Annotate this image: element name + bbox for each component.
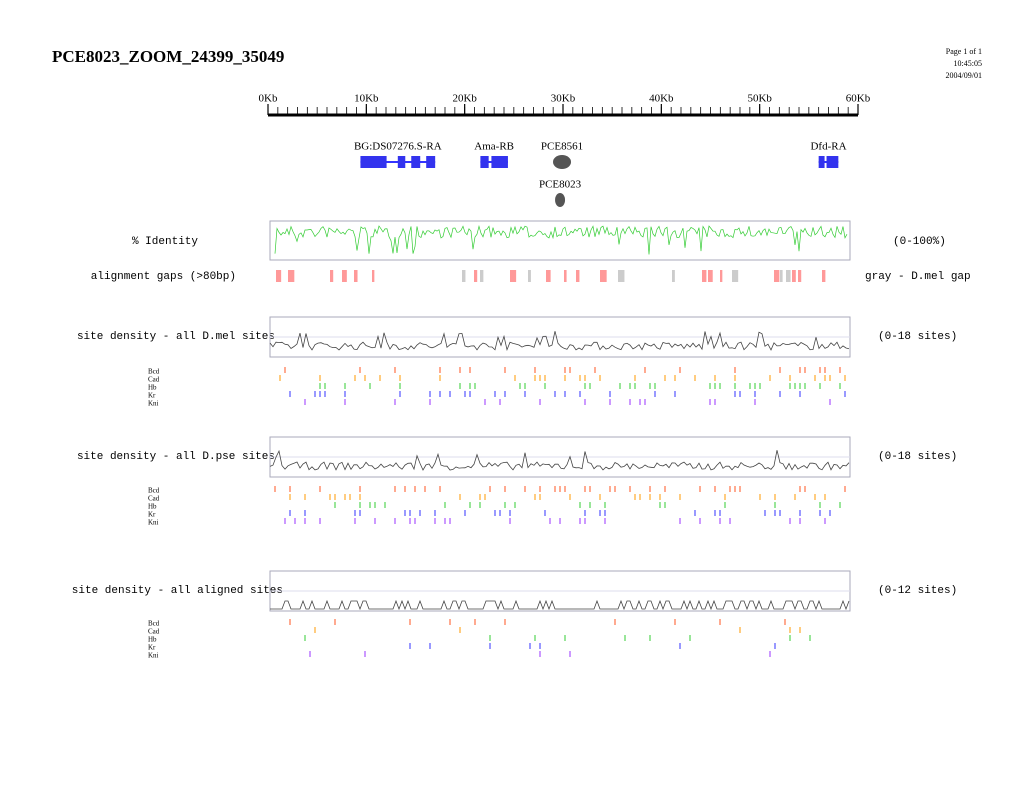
- density-trace: [269, 331, 850, 352]
- exon: [426, 156, 436, 168]
- factor-label: Kni: [148, 652, 159, 660]
- gene-label: Dfd-RA: [810, 141, 846, 153]
- gap: [822, 270, 826, 282]
- gap: [600, 270, 607, 282]
- gap: [786, 270, 791, 282]
- gap: [546, 270, 551, 282]
- gap: [780, 270, 783, 282]
- exon: [411, 156, 421, 168]
- track-label: site density - all D.pse sites: [77, 451, 275, 463]
- scale-label: 10Kb: [354, 93, 379, 105]
- factor-label: Kr: [148, 511, 156, 519]
- scale-label: 50Kb: [747, 93, 772, 105]
- factor-label: Kr: [148, 644, 156, 652]
- gap: [708, 270, 713, 282]
- gap: [732, 270, 739, 282]
- factor-label: Cad: [148, 495, 160, 503]
- track-label: alignment gaps (>80bp): [91, 271, 236, 283]
- factor-label: Bcd: [148, 620, 160, 628]
- density-trace: [269, 449, 850, 471]
- gap: [618, 270, 625, 282]
- scale-label: 0Kb: [259, 93, 278, 105]
- gap: [330, 270, 334, 282]
- gap: [510, 270, 517, 282]
- exon: [491, 156, 508, 168]
- gap: [288, 270, 295, 282]
- gap: [276, 270, 282, 282]
- factor-label: Kr: [148, 392, 156, 400]
- factor-label: Kni: [148, 400, 159, 408]
- factor-label: Kni: [148, 519, 159, 527]
- track-label: site density - all D.mel sites: [77, 331, 275, 343]
- gap: [672, 270, 675, 282]
- gap: [564, 270, 567, 282]
- date: 2004/09/01: [946, 71, 982, 80]
- factor-label: Bcd: [148, 487, 160, 495]
- scale-label: 60Kb: [846, 93, 871, 105]
- gap: [792, 270, 796, 282]
- scale-label: 40Kb: [649, 93, 674, 105]
- gene-label: Ama-RB: [474, 141, 514, 153]
- scale-label: 20Kb: [452, 93, 477, 105]
- identity-trace: [274, 224, 848, 255]
- track-box: [269, 220, 851, 261]
- gap: [462, 270, 466, 282]
- factor-label: Hb: [148, 503, 157, 511]
- exon: [397, 156, 406, 168]
- exon: [818, 156, 825, 168]
- track-range: (0-12 sites): [878, 585, 957, 597]
- page-number: Page 1 of 1: [946, 47, 982, 56]
- exon: [826, 156, 839, 168]
- factor-label: Hb: [148, 636, 157, 644]
- gene-label: BG:DS07276.S-RA: [354, 141, 442, 153]
- exon: [360, 156, 387, 168]
- gap-legend: gray - D.mel gap: [865, 271, 971, 283]
- scale-label: 30Kb: [551, 93, 576, 105]
- title: PCE8023_ZOOM_24399_35049: [52, 47, 284, 66]
- factor-label: Cad: [148, 628, 160, 636]
- track-label: site density - all aligned sites: [72, 585, 283, 597]
- track-range: (0-18 sites): [878, 331, 957, 343]
- track-range: (0-100%): [893, 236, 946, 248]
- element: [555, 193, 566, 207]
- factor-label: Cad: [148, 376, 160, 384]
- gap: [342, 270, 347, 282]
- element-label: PCE8561: [541, 141, 583, 153]
- element-label: PCE8023: [539, 179, 582, 191]
- element: [553, 155, 572, 169]
- gap: [576, 270, 580, 282]
- gap: [528, 270, 531, 282]
- gap: [774, 270, 780, 282]
- density-trace: [270, 599, 850, 611]
- gap: [474, 270, 478, 282]
- gap: [372, 270, 375, 282]
- exon: [480, 156, 489, 168]
- track-label: % Identity: [132, 236, 198, 248]
- factor-label: Hb: [148, 384, 157, 392]
- gap: [354, 270, 358, 282]
- gap: [720, 270, 723, 282]
- time: 10:45:05: [954, 59, 982, 68]
- track-range: (0-18 sites): [878, 451, 957, 463]
- gap: [480, 270, 484, 282]
- factor-label: Bcd: [148, 368, 160, 376]
- gap: [702, 270, 707, 282]
- gap: [798, 270, 802, 282]
